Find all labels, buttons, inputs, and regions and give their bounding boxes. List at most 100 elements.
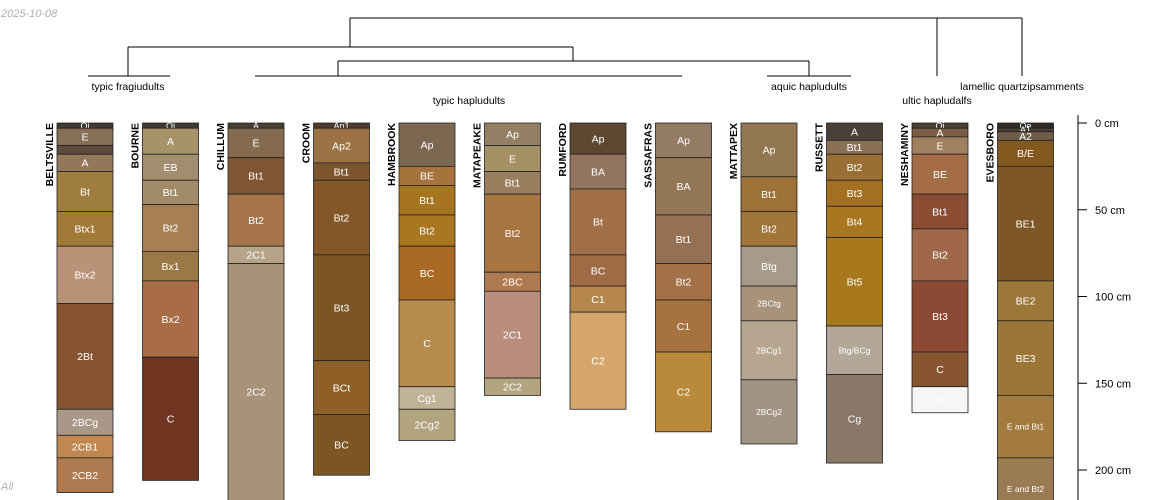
horizon-mattapex-4: [740, 285, 798, 322]
date-label: 2025-10-08: [1, 8, 58, 20]
horizon-label: BA: [676, 181, 690, 193]
horizon-label: Oe: [1019, 121, 1031, 131]
horizon-hambrook-4: [398, 245, 456, 301]
horizon-label: Bx1: [161, 261, 179, 273]
horizon-label: Bt1: [419, 195, 435, 207]
horizon-beltsville-5: [56, 211, 114, 247]
horizon-label: Bt3: [334, 303, 350, 315]
horizon-label: Ap: [592, 133, 605, 145]
horizon-rumford-4: [569, 285, 627, 313]
horizon-label: BC: [420, 268, 435, 280]
horizon-label: Oi: [81, 121, 90, 131]
horizon-label: Bt5: [847, 277, 863, 289]
horizon-label: E and Bt2: [1007, 484, 1045, 494]
horizon-bourne-7: [142, 356, 199, 481]
taxon-label: typic fragiudults: [92, 81, 165, 93]
horizon-label: C2: [677, 387, 691, 399]
horizon-label: Btx1: [74, 224, 95, 236]
horizon-label: BE: [420, 171, 434, 183]
horizon-label: 2Cg2: [414, 420, 439, 432]
horizon-bourne-6: [142, 280, 199, 358]
horizon-label: Ap: [421, 139, 434, 151]
profile-chillum: AE Bt1 Bt2 2C1 2C2 CHILLUM: [215, 121, 285, 500]
horizon-label: Btg/BCg: [839, 345, 871, 355]
horizon-label: BE1: [1016, 218, 1036, 230]
profile-sassafras: Ap BA Bt1 Bt2 C1 C2 SASSAFRAS: [643, 122, 712, 433]
horizon-russett-4: [826, 205, 883, 238]
horizon-label: 2BCg: [72, 417, 98, 429]
horizon-label: BE3: [1016, 353, 1036, 365]
horizon-label: Bx2: [161, 314, 179, 326]
horizon-neshaminy-3: [911, 153, 969, 195]
horizon-label: Cg1: [417, 393, 436, 405]
horizon-label: BC: [334, 440, 349, 452]
horizon-evesboro-8: [997, 457, 1054, 500]
profile-name: RUMFORD: [557, 123, 569, 177]
horizon-label: 2CB2: [72, 470, 98, 482]
horizon-sassafras-4: [655, 299, 712, 353]
horizon-rumford-5: [569, 311, 627, 410]
horizon-label: C: [423, 338, 431, 350]
horizon-label: Bt1: [676, 234, 692, 246]
taxon-label: aquic hapludults: [771, 81, 847, 93]
horizon-label: 2BCtg: [757, 299, 781, 309]
horizon-label: E: [936, 140, 943, 152]
axis-tick-label: 50 cm: [1095, 205, 1125, 217]
horizon-label: Bt2: [505, 228, 521, 240]
horizon-label: Bt2: [419, 225, 435, 237]
horizon-beltsville-7: [56, 303, 114, 410]
axis-tick-label: 200 cm: [1095, 465, 1131, 477]
horizon-matapeake-6: [484, 377, 541, 396]
horizon-label: C1: [591, 294, 605, 306]
horizon-label: C: [936, 364, 944, 376]
horizon-beltsville-2: [56, 145, 114, 155]
depth-axis: 0 cm 50 cm 100 cm 150 cm 200 cm: [1077, 115, 1131, 500]
horizon-label: Bt1: [505, 178, 521, 190]
horizon-russett-3: [826, 179, 883, 207]
horizon-label: 2BC: [502, 277, 523, 289]
horizon-matapeake-5: [484, 290, 541, 379]
horizon-croom-4: [313, 254, 370, 362]
horizon-label: BC: [591, 265, 606, 277]
profile-name: RUSSETT: [814, 122, 826, 172]
profile-name: HAMBROOK: [386, 123, 398, 186]
horizon-label: A: [851, 126, 858, 138]
horizon-mattapex-0: [740, 122, 798, 178]
horizon-russett-6: [826, 325, 883, 375]
horizon-rumford-2: [569, 188, 627, 256]
horizon-russett-7: [826, 374, 883, 464]
horizon-label: E: [81, 132, 88, 144]
horizon-label: R: [936, 395, 944, 407]
horizon-label: 2CB1: [72, 441, 98, 453]
horizon-label: A1: [1020, 125, 1031, 135]
horizon-croom-6: [313, 414, 370, 476]
profile-name: EVESBORO: [985, 123, 997, 183]
horizon-evesboro-6: [997, 320, 1054, 396]
horizon-label: BE: [933, 169, 947, 181]
horizon-croom-5: [313, 360, 370, 415]
horizon-chillum-2: [227, 157, 285, 195]
horizon-label: 2C2: [503, 382, 522, 394]
horizon-label: Ap: [677, 135, 690, 147]
profile-mattapex: Ap Bt1 Bt2 Btg 2BCtg 2BCg1 2BCg2 MATTAPEX: [728, 122, 798, 445]
horizon-chillum-5: [227, 263, 285, 500]
horizon-label: Bt1: [334, 166, 350, 178]
horizon-bourne-1: [142, 127, 199, 155]
horizon-label: A: [936, 127, 943, 139]
horizon-russett-5: [826, 237, 883, 327]
horizon-label: E: [509, 153, 516, 165]
horizon-bourne-2: [142, 153, 199, 181]
horizon-label: 2C2: [246, 387, 265, 399]
horizon-label: Oi: [166, 121, 175, 131]
horizon-label: Bt2: [932, 250, 948, 262]
taxonomy-labels: typic fragiudults typic hapludults aquic h…: [88, 75, 1084, 107]
horizon-sassafras-1: [655, 157, 712, 216]
horizon-beltsville-10: [56, 457, 114, 493]
horizon-neshaminy-8: [911, 386, 969, 414]
profile-name: MATTAPEX: [728, 123, 740, 179]
profile-russett: A Bt1 Bt2 Bt3 Bt4 Bt5 Btg/BCg Cg RUSSETT: [814, 122, 883, 464]
horizon-label: 2C1: [246, 250, 265, 262]
horizon-label: 2C1: [503, 329, 522, 341]
horizon-chillum-3: [227, 193, 285, 247]
